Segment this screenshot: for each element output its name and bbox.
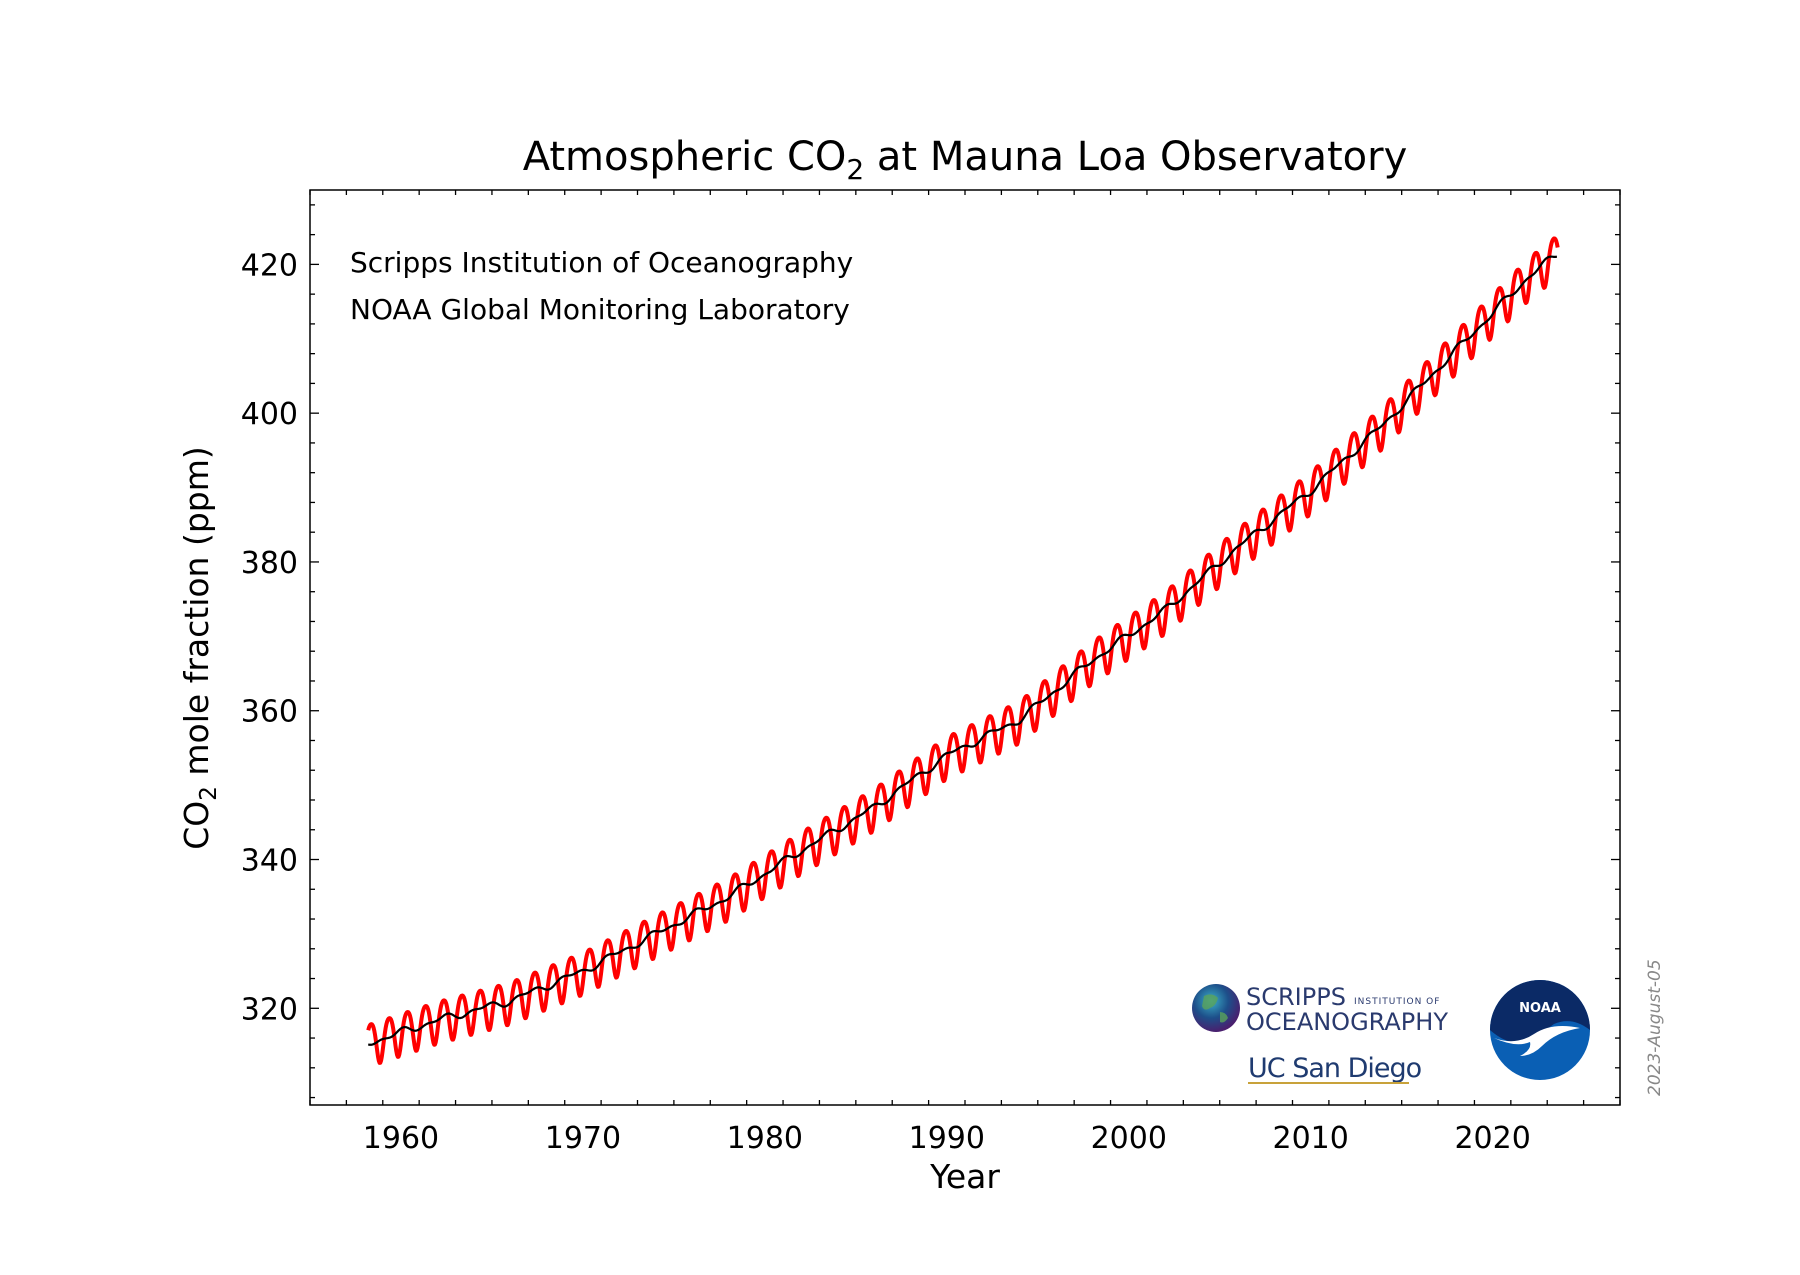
y-axis-label: CO2 mole fraction (ppm) [177,446,222,850]
plot-area [309,189,1621,1106]
y-tick-label: 420 [241,248,298,283]
series-trend-co2 [367,255,1558,1046]
scripps-logo-text-1: SCRIPPS [1246,983,1346,1011]
date-stamp: 2023-August-05 [1645,959,1665,1096]
y-tick-label: 340 [241,844,298,879]
x-tick-label: 2010 [1273,1121,1349,1156]
x-tick-label: 1970 [545,1121,621,1156]
scripps-logo-small: INSTITUTION OF [1354,997,1440,1007]
scripps-logo: SCRIPPS INSTITUTION OF OCEANOGRAPHY UC S… [1192,983,1448,1084]
annotation-scripps: Scripps Institution of Oceanography [350,246,853,279]
y-tick-label: 400 [241,397,298,432]
data-series [366,236,1560,1065]
annotation-noaa-gml: NOAA Global Monitoring Laboratory [350,293,850,326]
x-tick-label: 1980 [727,1121,803,1156]
globe-icon [1192,984,1240,1032]
x-tick-label: 1960 [363,1121,439,1156]
series-monthly-co2 [366,236,1560,1065]
chart-title: Atmospheric CO2 at Mauna Loa Observatory [523,134,1408,186]
noaa-bird-icon [1494,1026,1580,1056]
axis-ticks [309,190,1621,1105]
chart-title-subscript: 2 [846,153,864,186]
y-tick-label: 360 [241,695,298,730]
x-axis-label: Year [929,1157,1000,1196]
noaa-logo-text: NOAA [1519,1001,1561,1016]
x-tick-label: 1990 [909,1121,985,1156]
y-axis-label-subscript: 2 [196,786,222,801]
y-tick-label: 380 [241,546,298,581]
x-tick-label: 2000 [1091,1121,1167,1156]
ucsd-logo-text: UC San Diego [1248,1053,1422,1084]
scripps-logo-text-2: OCEANOGRAPHY [1246,1008,1448,1036]
y-tick-label: 320 [241,992,298,1027]
noaa-logo: NOAA [1490,980,1590,1080]
x-tick-label: 2020 [1454,1121,1530,1156]
axis-tick-labels: 1960 1970 1980 1990 2000 2010 2020 320 340 360 380… [241,248,1531,1156]
